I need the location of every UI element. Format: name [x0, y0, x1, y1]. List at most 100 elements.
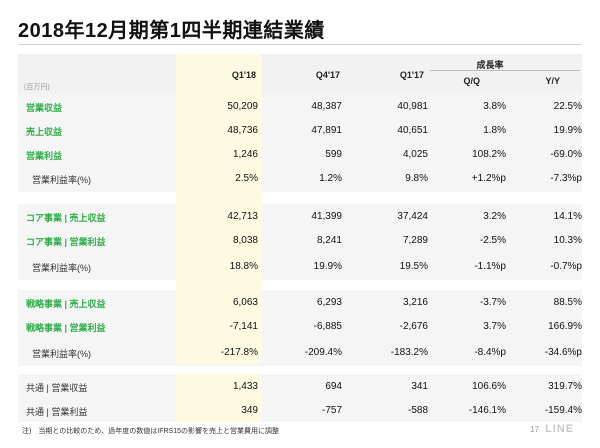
cell-q1-17: 9.8% [405, 173, 428, 184]
cell-q4-17: 48,387 [311, 101, 342, 112]
cell-yy: -34.6%p [544, 347, 582, 358]
row-label: 戦略事業 | 営業利益 [26, 323, 106, 333]
cell-q1-18: 6,063 [232, 297, 258, 308]
cell-qq: 1.8% [483, 125, 506, 136]
cell-q4-17: 41,399 [311, 211, 342, 222]
cell-yy: 319.7% [548, 381, 582, 392]
row-label: コア事業 | 営業利益 [26, 237, 106, 247]
cell-q1-17: 4,025 [402, 149, 428, 160]
section-band-consolidated [18, 94, 582, 192]
cell-qq: 3.2% [483, 211, 506, 222]
row-label: 売上収益 [26, 127, 63, 137]
cell-q1-18: 8,038 [232, 235, 258, 246]
cell-q4-17: -757 [321, 405, 342, 416]
growth-header: 成長率 [476, 60, 504, 70]
row-label: 共通 | 営業利益 [26, 407, 88, 417]
cell-q1-18: 349 [241, 405, 258, 416]
page-number: 17 [530, 425, 539, 434]
cell-qq: -8.4%p [474, 347, 506, 358]
col-header-q1-17: Q1'17 [399, 70, 424, 80]
cell-yy: 19.9% [553, 125, 582, 136]
row-label: コア事業 | 売上収益 [26, 213, 106, 223]
title-divider [18, 44, 582, 45]
cell-q1-18: 1,433 [232, 381, 258, 392]
table-row: 営業利益率(%) -217.8% -209.4% -183.2% -8.4%p … [18, 342, 582, 364]
section-band-common [18, 374, 582, 422]
cell-qq: -146.1% [468, 405, 506, 416]
row-label: 営業収益 [26, 103, 63, 113]
table-row: 営業収益 50,209 48,387 40,981 3.8% 22.5% [18, 96, 582, 118]
col-header-yy: Y/Y [545, 76, 560, 86]
table-row: コア事業 | 売上収益 42,713 41,399 37,424 3.2% 14… [18, 206, 582, 228]
cell-q1-18: 48,736 [227, 125, 258, 136]
cell-q1-17: -2,676 [399, 321, 428, 332]
row-label: 戦略事業 | 売上収益 [26, 299, 106, 309]
table-row: 共通 | 営業利益 349 -757 -588 -146.1% -159.4% [18, 400, 582, 422]
cell-yy: 88.5% [553, 297, 582, 308]
cell-q1-18: -217.8% [220, 347, 258, 358]
cell-qq: 3.7% [483, 321, 506, 332]
table-row: 戦略事業 | 営業利益 -7,141 -6,885 -2,676 3.7% 16… [18, 316, 582, 338]
row-label: 営業利益率(%) [32, 263, 91, 273]
footnote: 注) 当期との比較のため、過年度の数値はIFRS15の影響を売上と営業費用に調整 [22, 428, 279, 435]
cell-yy: -69.0% [550, 149, 582, 160]
table-row: コア事業 | 営業利益 8,038 8,241 7,289 -2.5% 10.3… [18, 230, 582, 252]
cell-q1-18: 42,713 [227, 211, 258, 222]
cell-yy: 14.1% [553, 211, 582, 222]
cell-qq: -3.7% [479, 297, 506, 308]
cell-q4-17: -6,885 [313, 321, 342, 332]
row-label: 営業利益率(%) [32, 175, 91, 185]
growth-header-rule [430, 70, 580, 71]
cell-q1-18: 50,209 [227, 101, 258, 112]
cell-q1-17: -588 [407, 405, 428, 416]
col-header-qq: Q/Q [463, 76, 480, 86]
current-quarter-highlight [176, 54, 262, 364]
col-header-q4-17: Q4'17 [315, 70, 340, 80]
cell-q4-17: 8,241 [316, 235, 342, 246]
table-row: 営業利益率(%) 18.8% 19.9% 19.5% -1.1%p -0.7%p [18, 256, 582, 278]
cell-q4-17: 1.2% [319, 173, 342, 184]
row-label: 営業利益 [26, 151, 63, 161]
cell-q1-17: 7,289 [402, 235, 428, 246]
cell-q1-17: 19.5% [399, 261, 428, 272]
cell-q4-17: -209.4% [304, 347, 342, 358]
table-row: 戦略事業 | 売上収益 6,063 6,293 3,216 -3.7% 88.5… [18, 292, 582, 314]
cell-q4-17: 47,891 [311, 125, 342, 136]
row-label: 共通 | 営業収益 [26, 383, 88, 393]
cell-q1-18: 18.8% [229, 261, 258, 272]
cell-q1-17: 37,424 [397, 211, 428, 222]
cell-q1-18: -7,141 [229, 321, 258, 332]
cell-yy: -0.7%p [550, 261, 582, 272]
cell-q1-18: 1,246 [232, 149, 258, 160]
section-band-core [18, 204, 582, 280]
cell-yy: 10.3% [553, 235, 582, 246]
cell-qq: -1.1%p [474, 261, 506, 272]
current-quarter-highlight-common [176, 374, 262, 422]
line-logo: LINE [545, 423, 575, 435]
cell-q1-17: -183.2% [390, 347, 428, 358]
unit-label: (百万円) [24, 84, 50, 91]
cell-yy: 22.5% [553, 101, 582, 112]
cell-q1-17: 341 [411, 381, 428, 392]
cell-qq: 3.8% [483, 101, 506, 112]
cell-yy: 166.9% [548, 321, 582, 332]
table-row: 営業利益率(%) 2.5% 1.2% 9.8% +1.2%p -7.3%p [18, 168, 582, 190]
page-title: 2018年12月期第1四半期連結業績 [18, 20, 325, 42]
cell-qq: +1.2%p [471, 173, 506, 184]
cell-q1-17: 3,216 [402, 297, 428, 308]
cell-q4-17: 19.9% [313, 261, 342, 272]
cell-qq: 106.6% [472, 381, 506, 392]
cell-q4-17: 6,293 [316, 297, 342, 308]
cell-yy: -159.4% [544, 405, 582, 416]
cell-q1-17: 40,651 [397, 125, 428, 136]
row-label: 営業利益率(%) [32, 349, 91, 359]
cell-qq: 108.2% [472, 149, 506, 160]
table-row: 売上収益 48,736 47,891 40,651 1.8% 19.9% [18, 120, 582, 142]
cell-q4-17: 694 [325, 381, 342, 392]
cell-yy: -7.3%p [550, 173, 582, 184]
cell-q4-17: 599 [325, 149, 342, 160]
col-header-q1-18: Q1'18 [231, 70, 256, 80]
cell-q1-18: 2.5% [235, 173, 258, 184]
table-row: 共通 | 営業収益 1,433 694 341 106.6% 319.7% [18, 376, 582, 398]
section-band-strategic [18, 290, 582, 366]
